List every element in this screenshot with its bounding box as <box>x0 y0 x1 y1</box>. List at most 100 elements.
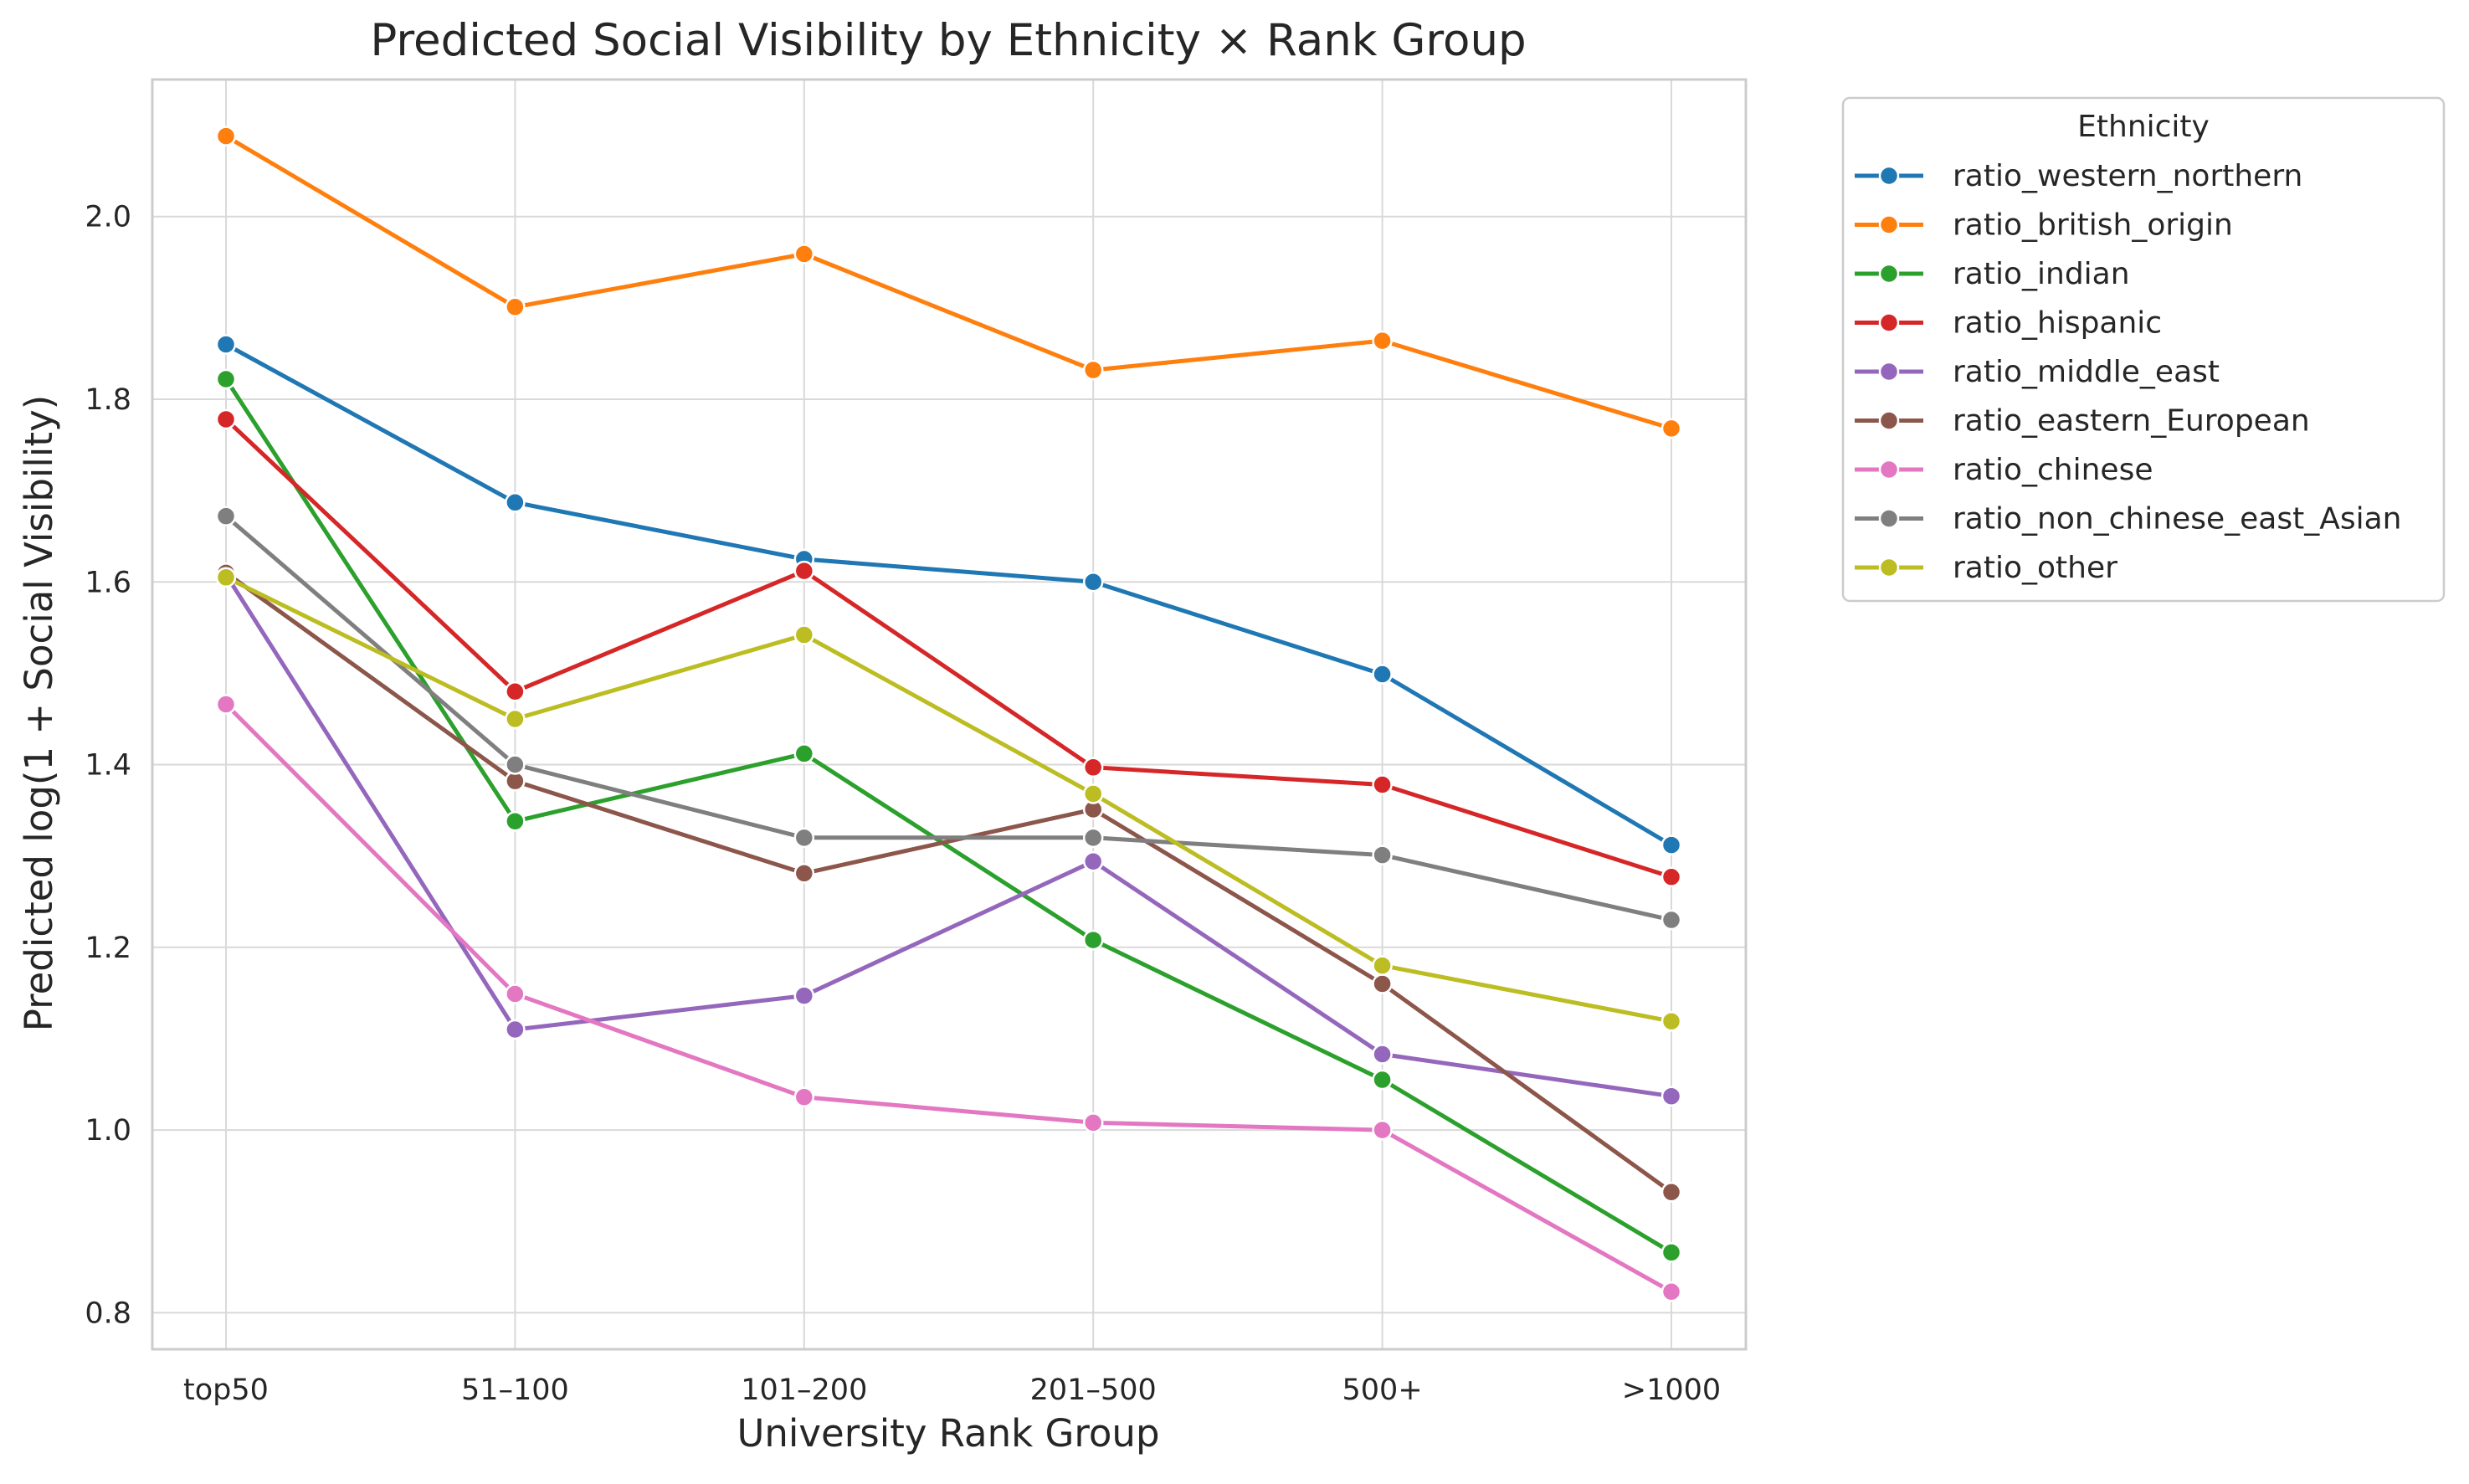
data-point <box>215 506 237 526</box>
legend-label: ratio_british_origin <box>1953 208 2233 243</box>
data-point <box>1661 418 1682 439</box>
data-point <box>1372 330 1393 352</box>
series-line <box>223 377 1674 1255</box>
data-point <box>1661 1010 1682 1032</box>
series-line <box>223 417 1674 880</box>
data-point <box>1661 1182 1682 1203</box>
series-ratio_indian <box>215 368 1682 1263</box>
data-point <box>1082 359 1104 381</box>
series-line <box>223 702 1674 1294</box>
y-tick-label: 0.8 <box>85 1297 131 1330</box>
legend-label: ratio_hispanic <box>1953 306 2162 341</box>
series-line <box>223 575 1674 1024</box>
data-point <box>1661 909 1682 931</box>
legend-label: ratio_middle_east <box>1953 355 2220 389</box>
data-point <box>1082 929 1104 951</box>
legend-box <box>1841 96 2446 603</box>
data-point <box>1661 1242 1682 1263</box>
legend-item: ratio_british_origin <box>1855 208 2233 243</box>
data-point <box>793 743 815 764</box>
legend-marker <box>1878 361 1900 383</box>
data-point <box>1082 783 1104 804</box>
legend-items: ratio_western_northern ratio_british_orig… <box>1855 159 2401 585</box>
data-point <box>1372 774 1393 795</box>
x-tick-label: 51–100 <box>461 1374 569 1407</box>
data-point <box>793 624 815 645</box>
legend: Ethnicity ratio_western_northern ratio_br… <box>1841 96 2446 603</box>
series-line <box>223 573 1674 1099</box>
data-point <box>505 492 526 513</box>
data-point <box>793 985 815 1006</box>
data-point <box>1082 757 1104 778</box>
data-point <box>1372 1044 1393 1065</box>
legend-label: ratio_eastern_European <box>1953 404 2310 439</box>
x-tick-label: 201–500 <box>1030 1374 1157 1407</box>
series-ratio_hispanic <box>215 408 1682 888</box>
series-ratio_western_northern <box>215 334 1682 855</box>
y-tick-label: 1.2 <box>85 932 131 965</box>
legend-marker <box>1878 410 1900 431</box>
data-point <box>505 1019 526 1040</box>
legend-label: ratio_other <box>1953 551 2117 585</box>
x-axis-title: University Rank Group <box>737 1411 1159 1456</box>
y-axis-title: Predicted log(1 + Social Visibility) <box>17 395 61 1032</box>
series-ratio_middle_east <box>215 564 1682 1107</box>
x-axis-ticks: top50 51–100 101–200 201–500 500+ >1000 <box>183 1374 1721 1407</box>
data-point <box>215 126 237 146</box>
gridlines <box>152 80 1746 1349</box>
data-point <box>505 680 526 702</box>
legend-item: ratio_western_northern <box>1855 159 2302 193</box>
data-point <box>793 863 815 884</box>
legend-marker <box>1878 557 1900 578</box>
data-point <box>793 560 815 582</box>
data-point <box>1372 1119 1393 1141</box>
legend-marker <box>1878 214 1900 235</box>
legend-title: Ethnicity <box>2077 110 2210 144</box>
y-tick-label: 1.0 <box>85 1114 131 1148</box>
data-point <box>215 567 237 588</box>
series-ratio_eastern_European <box>215 562 1682 1203</box>
data-point <box>505 296 526 318</box>
data-point <box>505 810 526 832</box>
y-tick-label: 2.0 <box>85 201 131 234</box>
data-point <box>793 827 815 849</box>
data-point <box>1372 664 1393 685</box>
series-ratio_british_origin <box>215 126 1682 439</box>
legend-item: ratio_other <box>1855 551 2117 585</box>
series-ratio_chinese <box>215 694 1682 1302</box>
legend-label: ratio_non_chinese_east_Asian <box>1953 502 2401 537</box>
y-tick-label: 1.4 <box>85 749 131 783</box>
legend-label: ratio_western_northern <box>1953 159 2302 193</box>
legend-marker <box>1878 263 1900 285</box>
data-point <box>1661 866 1682 888</box>
y-tick-label: 1.6 <box>85 566 131 599</box>
data-point <box>1372 973 1393 994</box>
y-axis-ticks: 0.8 1.0 1.2 1.4 1.6 1.8 2.0 <box>85 201 131 1331</box>
legend-marker <box>1878 508 1900 529</box>
x-tick-label: >1000 <box>1622 1374 1721 1407</box>
data-point <box>215 408 237 430</box>
data-point <box>1372 845 1393 865</box>
data-point <box>793 1086 815 1108</box>
y-tick-label: 1.8 <box>85 383 131 417</box>
legend-item: ratio_chinese <box>1855 453 2153 487</box>
data-point <box>1082 850 1104 872</box>
data-point <box>215 694 237 715</box>
series-line <box>223 570 1674 1194</box>
data-point <box>1661 1281 1682 1302</box>
x-tick-label: 500+ <box>1342 1374 1423 1407</box>
data-point <box>505 754 526 775</box>
data-point <box>215 334 237 355</box>
data-point <box>793 244 815 264</box>
series-ratio_non_chinese_east_Asian <box>215 506 1682 931</box>
data-point <box>215 368 237 390</box>
data-point <box>1661 834 1682 855</box>
data-point <box>1661 1086 1682 1107</box>
legend-item: ratio_eastern_European <box>1855 404 2310 439</box>
legend-item: ratio_hispanic <box>1855 306 2162 341</box>
data-point <box>1372 955 1393 976</box>
legend-label: ratio_indian <box>1953 257 2130 291</box>
series-line <box>223 134 1674 431</box>
series-line <box>223 514 1674 922</box>
